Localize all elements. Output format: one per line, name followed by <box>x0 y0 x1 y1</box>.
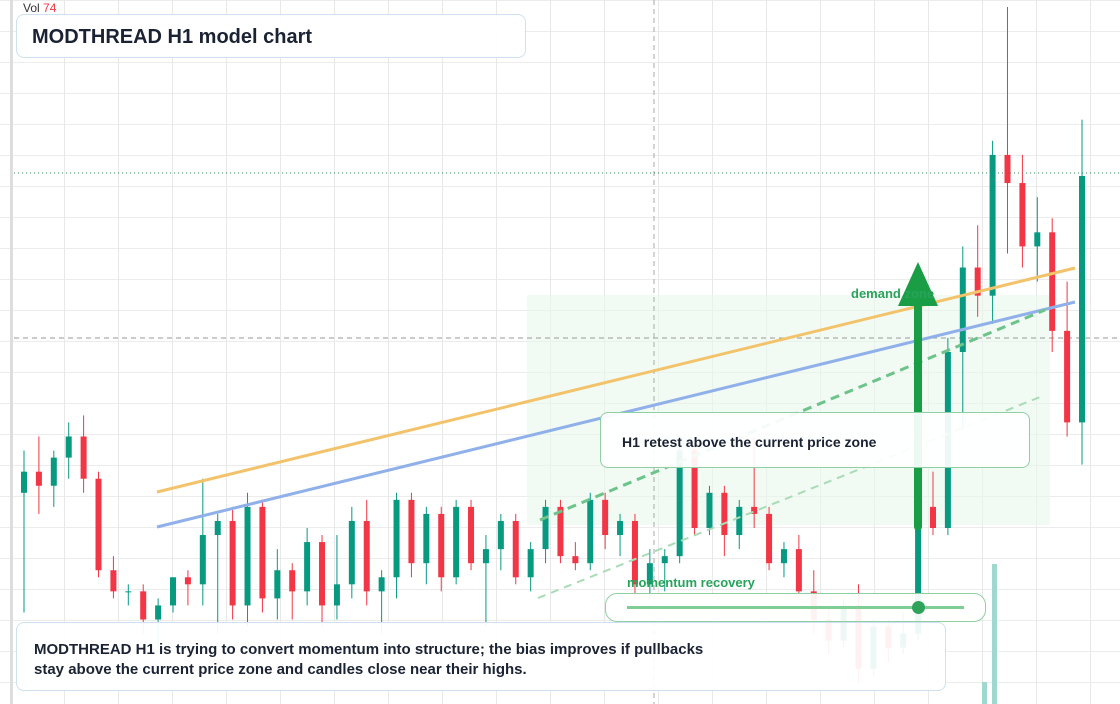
candle-body <box>512 520 519 578</box>
candle-body <box>304 542 311 592</box>
candle-body <box>363 520 370 592</box>
candle-body <box>929 506 936 528</box>
candle-body <box>140 591 147 620</box>
momentum-label: momentum recovery <box>627 575 755 590</box>
zone-label: demand zone <box>851 286 934 301</box>
candle-body <box>915 506 922 634</box>
candle-body <box>617 520 624 536</box>
candle-body <box>259 506 266 599</box>
candle-body <box>721 492 728 536</box>
candle-body <box>348 520 355 585</box>
candle-body <box>423 513 430 564</box>
candle-body <box>631 520 638 585</box>
candle-body <box>95 478 102 571</box>
candle-body <box>780 549 787 564</box>
candle-body <box>319 542 326 606</box>
candle-body <box>244 506 251 606</box>
volume-bar <box>982 682 987 704</box>
candle-body <box>959 267 966 352</box>
candle-body <box>736 506 743 536</box>
candle-body <box>1049 232 1056 331</box>
candle-body <box>751 506 758 514</box>
candle-body <box>378 577 385 592</box>
candle-body <box>229 520 236 606</box>
candle-body <box>602 499 609 536</box>
candle-body <box>557 506 564 557</box>
note-line: stay above the current price zone and ca… <box>34 661 527 678</box>
note-line: MODTHREAD H1 is trying to convert moment… <box>34 641 704 658</box>
candle-body <box>125 591 132 593</box>
candle-body <box>35 471 42 486</box>
candle-body <box>155 605 162 620</box>
volume-bar <box>992 564 997 704</box>
candle-body <box>572 556 579 564</box>
candle-body <box>1064 330 1071 423</box>
left-edge <box>10 0 13 704</box>
candle-body <box>80 436 87 479</box>
candle-body <box>289 570 296 592</box>
candle-body <box>706 492 713 528</box>
momentum-track <box>627 606 964 609</box>
chart-title: MODTHREAD H1 model chart <box>32 26 313 48</box>
candle-body <box>989 154 996 296</box>
candle-body <box>795 549 802 592</box>
candle-body <box>50 457 57 486</box>
candle-body <box>542 506 549 550</box>
retest-label: H1 retest above the current price zone <box>622 434 877 450</box>
arrow-head <box>898 262 938 306</box>
volume-legend: Vol 74 <box>23 1 56 15</box>
candle-body <box>661 556 668 564</box>
candle-body <box>274 570 281 599</box>
candle-body <box>482 549 489 564</box>
note: MODTHREAD H1 is trying to convert moment… <box>34 640 703 680</box>
candle-body <box>214 520 221 536</box>
candle-body <box>408 499 415 564</box>
retest-box: H1 retest above the current price zone <box>600 412 1030 468</box>
candle-body <box>766 513 773 564</box>
candle-body <box>587 499 594 564</box>
title-box: MODTHREAD H1 model chart <box>16 14 526 58</box>
candle-body <box>110 570 117 592</box>
zone <box>527 295 1050 525</box>
candle-body <box>646 563 653 585</box>
candle-body <box>1034 232 1041 247</box>
candle-body <box>184 577 191 585</box>
candle-body <box>974 267 981 296</box>
candle-body <box>1019 183 1026 247</box>
candle-body <box>393 499 400 578</box>
momentum-box <box>605 593 986 622</box>
candle-body <box>1004 154 1011 184</box>
candle-body <box>333 584 340 606</box>
candle-body <box>497 520 504 550</box>
momentum-knob <box>912 601 925 614</box>
note-box: MODTHREAD H1 is trying to convert moment… <box>16 622 946 691</box>
candle-body <box>468 506 475 564</box>
volume-value: 74 <box>43 1 57 15</box>
candle-body <box>453 506 460 578</box>
candle-body <box>438 513 445 578</box>
candle-body <box>676 450 683 557</box>
volume-label: Vol <box>23 1 40 15</box>
candle-body <box>527 549 534 578</box>
candle-body <box>170 577 177 606</box>
candle-body <box>691 450 698 528</box>
candle-body <box>65 436 72 458</box>
candle-body <box>21 471 27 493</box>
candle-body <box>199 535 206 585</box>
candle-body <box>1079 176 1085 423</box>
